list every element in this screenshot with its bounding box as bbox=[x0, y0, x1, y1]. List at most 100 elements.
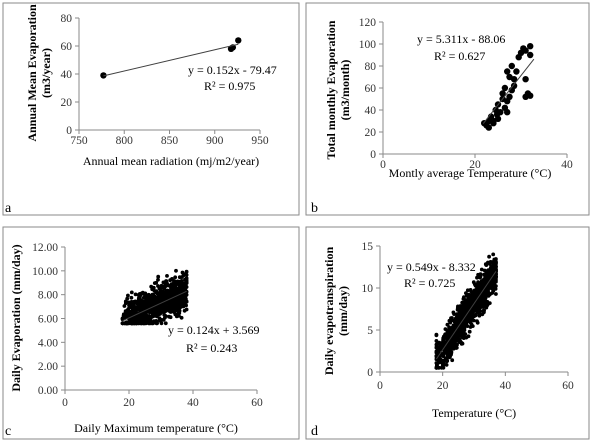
data-point bbox=[126, 293, 130, 298]
r-squared-label: R² = 0.975 bbox=[204, 79, 255, 93]
data-point bbox=[472, 296, 476, 301]
data-point bbox=[450, 358, 455, 363]
data-point bbox=[163, 321, 168, 326]
y-tick-label: 4.00 bbox=[38, 337, 58, 349]
panel-letter: b bbox=[311, 201, 318, 216]
data-point bbox=[141, 295, 146, 300]
data-point bbox=[124, 321, 129, 326]
data-point bbox=[162, 303, 167, 307]
data-point bbox=[482, 290, 487, 295]
data-point bbox=[436, 349, 441, 353]
panel-frame bbox=[305, 2, 590, 216]
data-point bbox=[126, 300, 131, 305]
data-point bbox=[127, 303, 132, 308]
data-point bbox=[461, 313, 466, 317]
data-point bbox=[437, 365, 441, 370]
data-point bbox=[478, 303, 483, 308]
x-tick-label: 40 bbox=[187, 397, 199, 409]
x-tick-label: 0 bbox=[62, 397, 68, 409]
data-point bbox=[444, 357, 449, 362]
data-point bbox=[444, 363, 449, 367]
y-axis-label: Daily Evaporation (mm/day) bbox=[9, 244, 23, 391]
data-point bbox=[156, 277, 160, 282]
y-axis-label-line: (m3/year) bbox=[39, 48, 53, 98]
data-point bbox=[488, 260, 493, 264]
data-point bbox=[483, 300, 487, 305]
data-point bbox=[458, 304, 463, 308]
data-point bbox=[168, 315, 173, 320]
x-tick-label: 950 bbox=[251, 135, 269, 147]
data-point bbox=[483, 283, 488, 288]
data-point bbox=[163, 314, 168, 318]
y-tick-label: 5 bbox=[367, 325, 373, 337]
data-point bbox=[522, 47, 529, 54]
y-tick-label: 0.00 bbox=[38, 385, 58, 397]
data-point bbox=[501, 84, 509, 92]
data-point bbox=[136, 296, 141, 301]
y-tick-label: 10 bbox=[362, 283, 374, 295]
data-point bbox=[463, 298, 468, 303]
data-point bbox=[445, 352, 450, 357]
data-point bbox=[179, 279, 184, 283]
data-point bbox=[179, 315, 184, 320]
data-point bbox=[461, 334, 466, 339]
data-point bbox=[168, 278, 173, 283]
data-point bbox=[510, 76, 518, 83]
x-axis-label: Annual mean radiation (mj/m2/year) bbox=[83, 154, 259, 168]
panel-letter: c bbox=[5, 424, 11, 439]
panel-letter: a bbox=[5, 201, 12, 216]
data-point bbox=[476, 287, 481, 291]
x-tick-label: 60 bbox=[251, 397, 263, 409]
chart-panel-d: d 0 5 10 15 0 20 40 60 y = 0.549x - 8.332 R² = 0.7… bbox=[305, 226, 590, 440]
data-point bbox=[486, 291, 491, 296]
trendline-equation: y = 0.124x + 3.569 bbox=[168, 323, 260, 337]
data-points bbox=[120, 268, 189, 326]
data-point bbox=[155, 291, 159, 296]
data-point bbox=[184, 273, 189, 277]
data-point bbox=[174, 268, 178, 273]
data-point bbox=[165, 274, 169, 278]
data-point bbox=[479, 267, 484, 272]
data-point bbox=[475, 307, 480, 311]
data-point bbox=[472, 290, 476, 295]
data-point bbox=[487, 254, 491, 259]
data-point bbox=[448, 344, 453, 349]
data-point bbox=[458, 315, 463, 320]
data-point bbox=[159, 321, 164, 326]
data-point bbox=[134, 305, 139, 310]
data-point bbox=[176, 282, 181, 287]
data-point bbox=[157, 286, 162, 291]
data-point bbox=[462, 319, 467, 324]
data-point bbox=[182, 308, 187, 313]
data-point bbox=[434, 361, 439, 365]
data-point bbox=[152, 308, 157, 313]
y-tick-label: 20 bbox=[61, 97, 73, 109]
data-point bbox=[466, 317, 471, 322]
data-point bbox=[484, 305, 489, 310]
data-point bbox=[492, 267, 496, 271]
data-point bbox=[135, 320, 140, 325]
data-point bbox=[150, 295, 155, 299]
data-point bbox=[125, 314, 130, 319]
data-point bbox=[129, 295, 134, 300]
y-axis-label-line: (m3/month) bbox=[338, 60, 352, 121]
data-point bbox=[146, 321, 151, 326]
data-point bbox=[522, 76, 529, 83]
panel-frame bbox=[2, 226, 300, 440]
trendline bbox=[122, 290, 187, 322]
data-point bbox=[434, 345, 439, 350]
x-axis-label: Daily Maximum temperature (°C) bbox=[74, 421, 238, 435]
data-point bbox=[462, 295, 466, 300]
data-point bbox=[494, 292, 498, 296]
data-point bbox=[446, 335, 451, 340]
y-tick-label: 15 bbox=[362, 241, 374, 253]
data-point bbox=[472, 282, 477, 287]
data-point bbox=[494, 274, 498, 279]
y-tick-label: 40 bbox=[365, 105, 377, 117]
data-point bbox=[446, 347, 451, 352]
y-tick-label: 40 bbox=[61, 69, 73, 81]
y-axis-label-line: (mm/day) bbox=[336, 286, 350, 336]
x-tick-label: 850 bbox=[161, 135, 179, 147]
data-point bbox=[450, 338, 455, 343]
data-point bbox=[144, 309, 149, 314]
